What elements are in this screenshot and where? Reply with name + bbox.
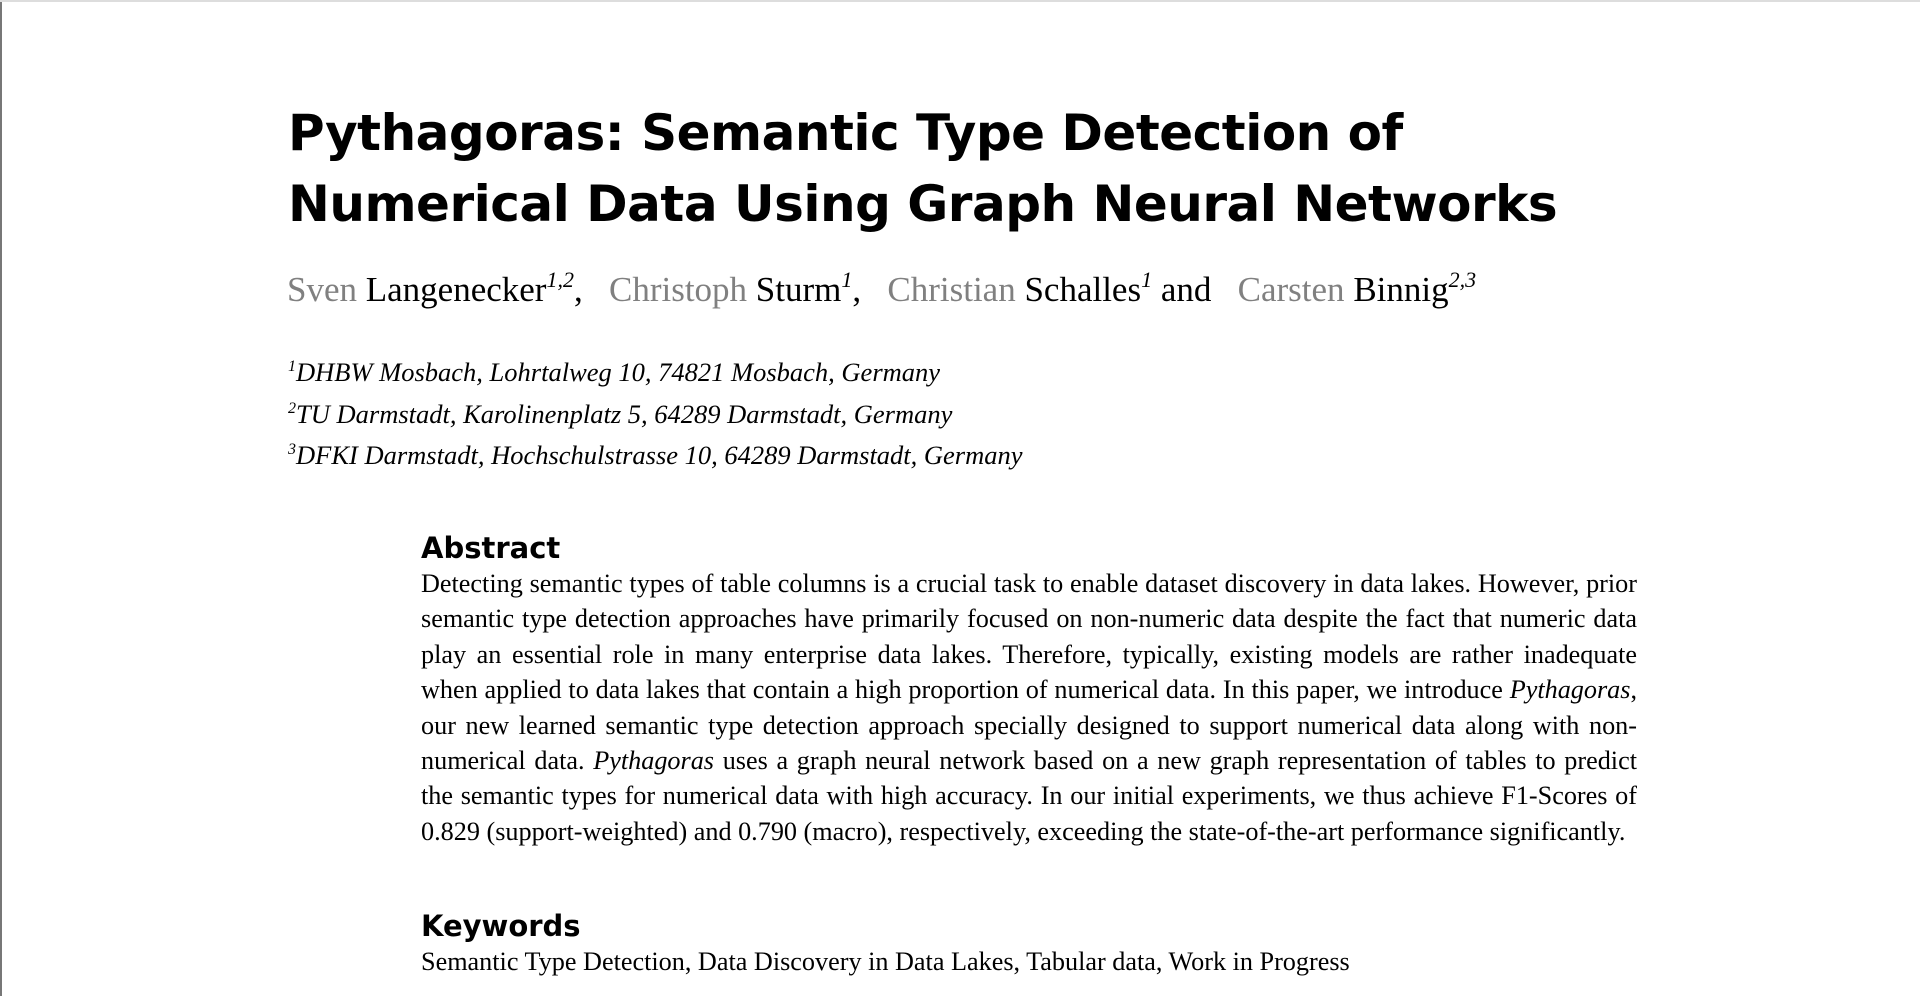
- affiliation: 1DHBW Mosbach, Lohrtalweg 10, 74821 Mosb…: [288, 357, 941, 387]
- window-left-border: [0, 0, 2, 996]
- paper-title: Pythagoras: Semantic Type Detection of N…: [288, 104, 1558, 233]
- abstract-text: Detecting semantic types of table column…: [421, 569, 1637, 846]
- abstract-heading: Abstract: [421, 531, 561, 565]
- author-list: Sven Langenecker1,2, Christoph Sturm1, C…: [287, 267, 1477, 310]
- keywords-text: Semantic Type Detection, Data Discovery …: [421, 947, 1350, 976]
- abstract-section: Abstract Detecting semantic types of tab…: [421, 530, 1637, 849]
- author: Christian Schalles1: [887, 267, 1153, 310]
- affiliation: 3DFKI Darmstadt, Hochschulstrasse 10, 64…: [288, 440, 1023, 470]
- keywords-heading: Keywords: [421, 909, 581, 943]
- affiliation: 2TU Darmstadt, Karolinenplatz 5, 64289 D…: [288, 398, 953, 429]
- window-top-border: [0, 0, 1920, 2]
- affiliation-list: 1DHBW Mosbach, Lohrtalweg 10, 74821 Mosb…: [288, 352, 1023, 477]
- keywords-section: Keywords Semantic Type Detection, Data D…: [421, 908, 1637, 980]
- author: Carsten Binnig2,3: [1237, 267, 1477, 310]
- author: Christoph Sturm1: [608, 267, 853, 310]
- author: Sven Langenecker1,2: [287, 267, 574, 310]
